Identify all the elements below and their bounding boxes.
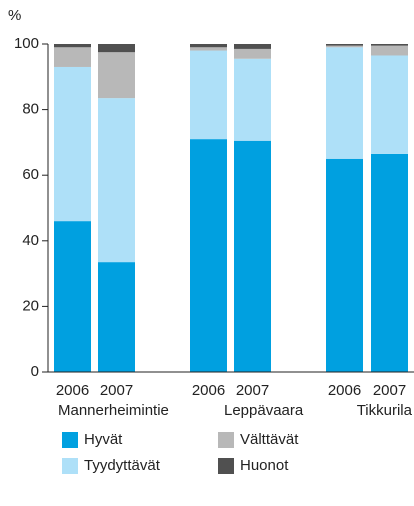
legend-label: Välttävät	[240, 431, 299, 448]
group-label: Mannerheimintie	[58, 402, 169, 419]
y-tick-label: 80	[22, 101, 39, 118]
y-tick-label: 60	[22, 166, 39, 183]
bar-segment	[54, 47, 91, 67]
bar-segment	[234, 44, 271, 49]
bar-segment	[54, 44, 91, 48]
legend-label: Tyydyttävät	[84, 457, 161, 474]
y-tick-label: 0	[31, 363, 39, 380]
bar-segment	[98, 44, 135, 53]
legend-swatch	[62, 458, 78, 474]
bar-segment	[371, 153, 408, 372]
bar-segment	[234, 140, 271, 372]
bar-segment	[190, 50, 227, 140]
legend-label: Huonot	[240, 457, 289, 474]
bar-segment	[190, 47, 227, 51]
y-tick-label: 40	[22, 232, 39, 249]
x-tick-label: 2007	[100, 382, 133, 399]
legend-label: Hyvät	[84, 431, 123, 448]
bar-segment	[54, 66, 91, 222]
bar-segment	[234, 58, 271, 141]
bar-segment	[326, 158, 363, 372]
group-label: Tikkurila	[357, 402, 413, 419]
bar-segment	[371, 44, 408, 46]
bar-segment	[371, 55, 408, 154]
bar-segment	[98, 262, 135, 372]
x-tick-label: 2006	[56, 382, 89, 399]
x-tick-label: 2007	[373, 382, 406, 399]
bar-segment	[371, 45, 408, 56]
bar-segment	[54, 221, 91, 372]
bar-segment	[98, 52, 135, 99]
group-label: Leppävaara	[224, 402, 304, 419]
y-axis-label: %	[8, 7, 21, 24]
bar-segment	[326, 44, 363, 46]
bar-segment	[98, 98, 135, 263]
x-tick-label: 2006	[328, 382, 361, 399]
legend-swatch	[218, 458, 234, 474]
bar-segment	[234, 48, 271, 59]
legend-swatch	[62, 432, 78, 448]
x-tick-label: 2007	[236, 382, 269, 399]
bar-segment	[326, 47, 363, 159]
bar-segment	[326, 45, 363, 48]
legend-swatch	[218, 432, 234, 448]
y-tick-label: 100	[14, 35, 39, 52]
y-tick-label: 20	[22, 297, 39, 314]
bar-segment	[190, 139, 227, 372]
bar-segment	[190, 44, 227, 48]
x-tick-label: 2006	[192, 382, 225, 399]
